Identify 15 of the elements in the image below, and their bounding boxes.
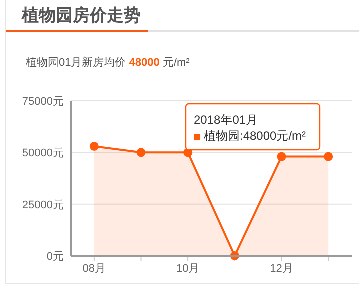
annotation: 2018年01月 <box>194 113 258 127</box>
chart-subtitle: 植物园01月新房均价 48000 元/m² <box>26 56 190 69</box>
y-tick-label: 50000元 <box>22 148 64 160</box>
point <box>277 152 286 162</box>
y-tick-label: 0元 <box>46 251 64 263</box>
y-tick-label: 25000元 <box>22 199 64 212</box>
x-tick-label: 10月 <box>176 263 200 275</box>
point <box>136 148 146 158</box>
annotation: 植物园:48000元/m² <box>204 129 306 143</box>
chart-title: 植物园房价走势 <box>21 6 141 25</box>
point <box>324 152 334 162</box>
y-tick-label: 75000元 <box>22 96 64 108</box>
x-tick-label: 12月 <box>270 263 294 275</box>
x-tick-label: 08月 <box>82 263 106 275</box>
point <box>90 142 99 151</box>
